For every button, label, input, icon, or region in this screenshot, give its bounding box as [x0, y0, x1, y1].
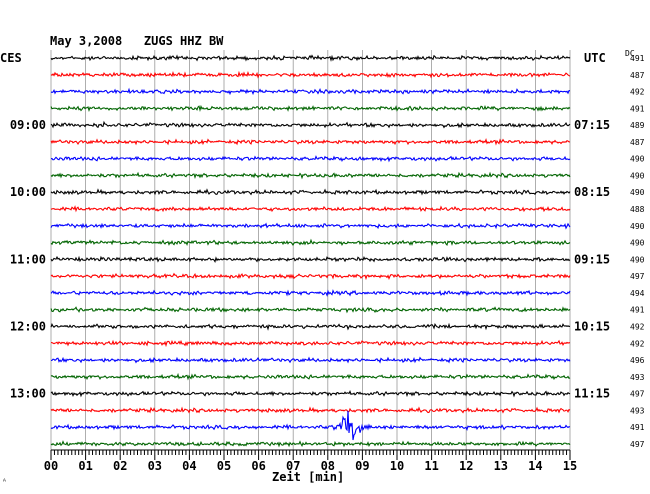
- trace-8: [50, 188, 571, 196]
- x-tick-label: 13: [494, 459, 508, 473]
- trace-5: [50, 137, 571, 146]
- trace-2: [50, 87, 571, 96]
- label-group: 09:00 10:00 11:00 12:00 13:00 07:15 08:15 09:15…: [10, 54, 645, 449]
- trace-1: [50, 70, 571, 79]
- x-tick-label: 05: [217, 459, 231, 473]
- x-axis-label: Zeit [min]: [272, 470, 345, 484]
- x-tick-label: 02: [113, 459, 127, 473]
- dc-offset-value: 491: [630, 54, 645, 63]
- dc-offset-value: 491: [630, 423, 645, 432]
- dc-offset-value: 488: [630, 205, 645, 214]
- x-tick-label: 06: [251, 459, 265, 473]
- right-hour-label: 10:15: [574, 319, 610, 333]
- dc-offset-value: 491: [630, 104, 645, 113]
- dc-offset-value: 497: [630, 440, 645, 449]
- trace-22: [50, 410, 571, 441]
- right-hour-label: 11:15: [574, 387, 610, 401]
- minute-gridlines: [50, 50, 571, 450]
- x-tick-label: 09: [355, 459, 369, 473]
- trace-19: [50, 372, 571, 381]
- x-tick-label: 14: [528, 459, 542, 473]
- dc-offset-value: 497: [630, 272, 645, 281]
- x-axis: 00 01 02 03 04 05 06 07 08 09 10 11 12 13 14 15: [44, 449, 577, 473]
- dc-offset-value: 487: [630, 71, 645, 80]
- trace-0: [50, 54, 571, 62]
- right-hour-label: 09:15: [574, 252, 610, 266]
- dc-label: DC: [625, 49, 635, 58]
- trace-3: [50, 104, 571, 113]
- x-tick-label: 00: [44, 459, 58, 473]
- trace-20: [50, 389, 571, 398]
- x-tick-label: 15: [563, 459, 577, 473]
- trace-9: [50, 205, 571, 213]
- trace-4: [50, 120, 571, 129]
- left-hour-label: 10:00: [10, 185, 46, 199]
- trace-21: [50, 406, 571, 414]
- dc-offset-value: 490: [630, 255, 645, 264]
- trace-14: [50, 289, 571, 297]
- trace-10: [50, 222, 571, 230]
- x-tick-label: 03: [148, 459, 162, 473]
- dc-offset-value: 492: [630, 88, 645, 97]
- dc-offset-value: 493: [630, 406, 645, 415]
- right-hour-label: 07:15: [574, 118, 610, 132]
- dc-offset-value: 492: [630, 322, 645, 331]
- trace-15: [50, 306, 571, 314]
- trace-12: [50, 255, 571, 264]
- dc-offset-value: 494: [630, 289, 645, 298]
- trace-16: [50, 322, 571, 331]
- x-tick-label: 08: [321, 459, 335, 473]
- trace-group: [50, 54, 571, 448]
- left-hour-label: 12:00: [10, 319, 46, 333]
- x-tick-label: 01: [78, 459, 92, 473]
- left-hour-label: 13:00: [10, 387, 46, 401]
- dc-offset-value: 490: [630, 155, 645, 164]
- dc-offset-value: 491: [630, 306, 645, 315]
- left-hour-label: 11:00: [10, 252, 46, 266]
- x-tick-label: 10: [390, 459, 404, 473]
- dc-offset-value: 490: [630, 222, 645, 231]
- left-hour-label: 09:00: [10, 118, 46, 132]
- x-tick-label: 11: [424, 459, 438, 473]
- trace-18: [50, 356, 571, 364]
- chart-title: May 3,2008 ZUGS HHZ BW: [50, 34, 224, 48]
- right-timezone-label: UTC: [584, 51, 606, 65]
- trace-7: [50, 171, 571, 180]
- dc-offset-value: 490: [630, 239, 645, 248]
- trace-11: [50, 238, 571, 247]
- dc-offset-value: 490: [630, 188, 645, 197]
- corner-mark: ᴬ: [2, 477, 7, 486]
- x-tick-label: 12: [459, 459, 473, 473]
- trace-6: [50, 155, 571, 163]
- x-tick-label: 07: [286, 459, 300, 473]
- x-tick-label: 04: [182, 459, 196, 473]
- trace-17: [50, 339, 571, 348]
- right-hour-label: 08:15: [574, 185, 610, 199]
- trace-13: [50, 272, 571, 281]
- dc-offset-value: 496: [630, 356, 645, 365]
- left-timezone-label: CES: [0, 51, 22, 65]
- dc-offset-value: 487: [630, 138, 645, 147]
- dc-offset-value: 489: [630, 121, 645, 130]
- dc-offset-value: 492: [630, 339, 645, 348]
- dc-offset-value: 490: [630, 171, 645, 180]
- trace-23: [50, 440, 571, 448]
- dc-offset-value: 497: [630, 390, 645, 399]
- dc-offset-value: 493: [630, 373, 645, 382]
